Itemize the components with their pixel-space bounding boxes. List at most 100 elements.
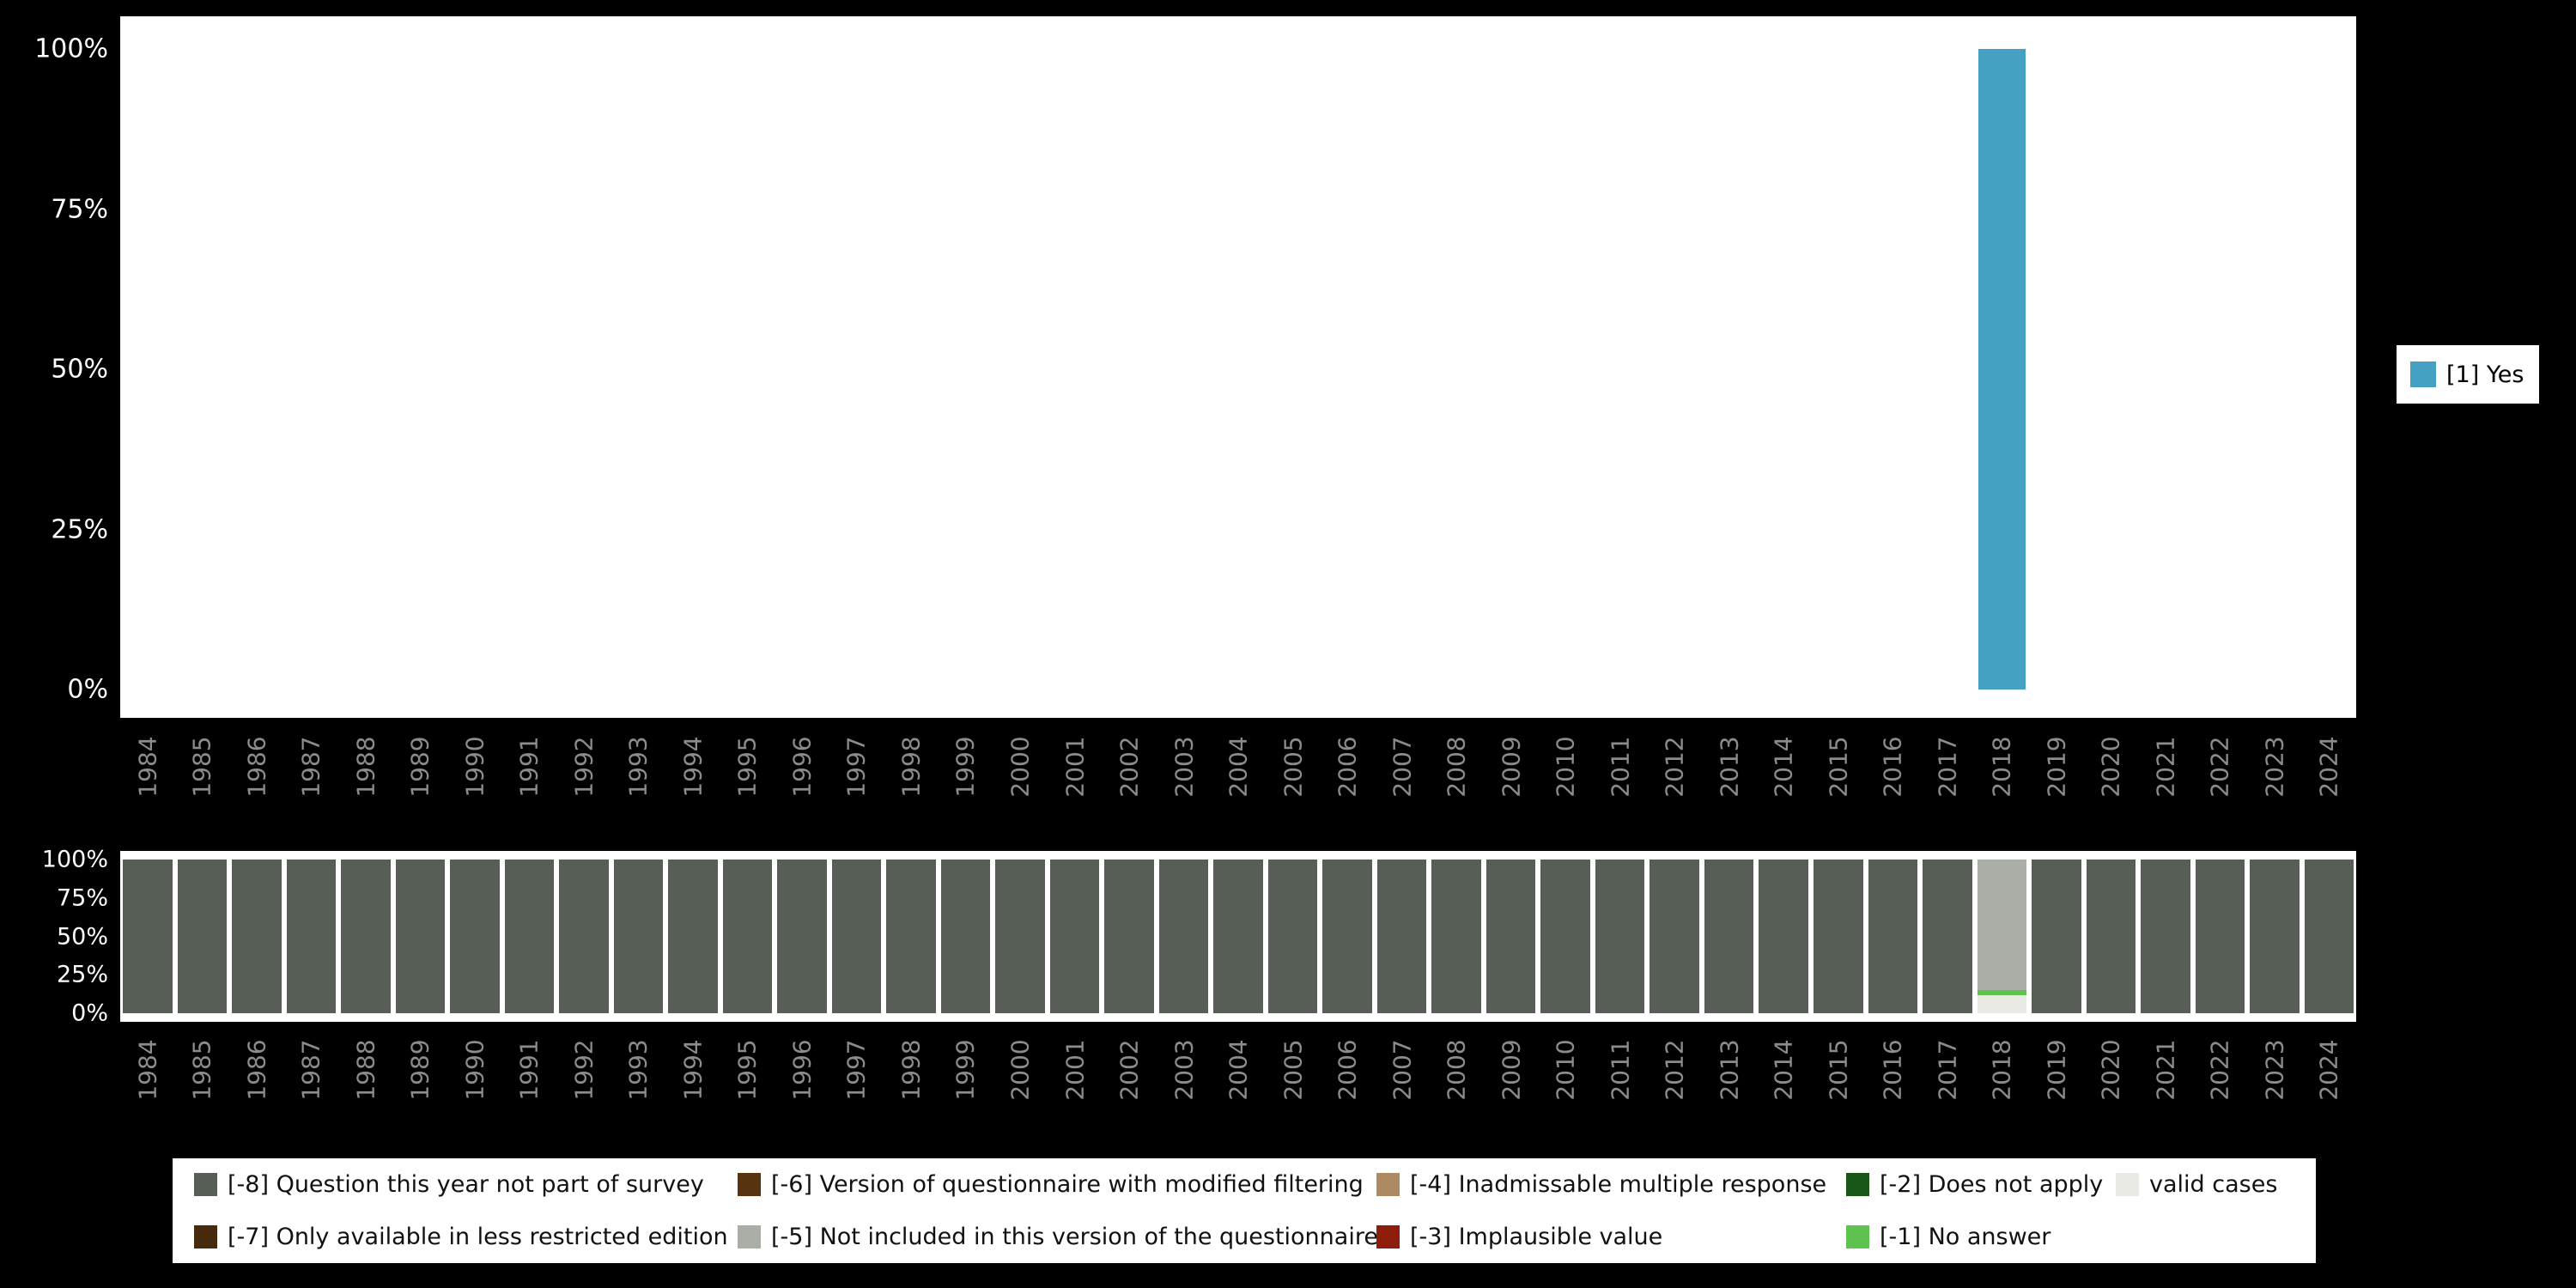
yes-series-swatch	[2410, 361, 2436, 387]
bar-column	[1702, 860, 1757, 1013]
y-tick-label: 75%	[56, 884, 108, 912]
bar-column	[502, 49, 557, 690]
x-tick-cell: 2012	[1647, 1029, 1702, 1111]
x-tick-label: 2018	[1987, 736, 2016, 798]
x-tick-cell: 2009	[1484, 1029, 1539, 1111]
missing-chart-y-axis: 100% 75% 50% 25% 0%	[0, 847, 108, 1027]
bar-column	[556, 860, 611, 1013]
x-tick-cell: 2000	[993, 1029, 1048, 1111]
x-tick-label: 2024	[2314, 736, 2343, 798]
x-tick-label: 2016	[1878, 736, 1907, 798]
bar-segment	[1213, 860, 1263, 1013]
bar-column	[611, 49, 666, 690]
bar-column	[939, 860, 993, 1013]
bar-column	[665, 860, 720, 1013]
bar-column	[884, 860, 939, 1013]
bar-column	[502, 860, 557, 1013]
bar-column	[1266, 49, 1321, 690]
x-tick-cell: 2015	[1811, 726, 1866, 808]
x-tick-cell: 1997	[829, 1029, 884, 1111]
x-tick-cell: 2007	[1375, 1029, 1430, 1111]
bar-segment	[1267, 860, 1318, 1013]
x-tick-cell: 2011	[1593, 1029, 1648, 1111]
legend-swatch	[738, 1173, 761, 1196]
x-tick-cell: 2004	[1211, 1029, 1266, 1111]
y-tick-label: 75%	[51, 194, 108, 224]
x-tick-label: 1987	[296, 1039, 325, 1101]
y-tick-label: 25%	[56, 961, 108, 988]
bar-segment	[504, 860, 555, 1013]
bar-segment	[1158, 860, 1209, 1013]
x-tick-cell: 1996	[775, 1029, 829, 1111]
bar-column	[1702, 49, 1757, 690]
bar-column	[1375, 49, 1430, 690]
x-tick-label: 2009	[1497, 1039, 1526, 1101]
bar-segment	[341, 860, 391, 1013]
legend-label: [-1] No answer	[1880, 1224, 2051, 1250]
x-tick-cell: 1994	[665, 726, 720, 808]
x-tick-cell: 1992	[556, 726, 611, 808]
x-tick-label: 2012	[1660, 1039, 1689, 1101]
top-chart-panel	[120, 16, 2356, 718]
bar-column	[1211, 49, 1266, 690]
bar-segment	[1322, 860, 1372, 1013]
bar-segment	[2141, 860, 2190, 1013]
missing-values-legend: [-8] Question this year not part of surv…	[173, 1158, 2316, 1263]
bar-column	[175, 49, 230, 690]
x-tick-cell: 1984	[120, 726, 175, 808]
x-tick-cell: 1984	[120, 1029, 175, 1111]
x-tick-cell: 2014	[1756, 1029, 1811, 1111]
y-tick-label: 0%	[71, 999, 108, 1027]
x-tick-cell: 1992	[556, 1029, 611, 1111]
legend-swatch	[738, 1225, 761, 1249]
legend-label: [-8] Question this year not part of surv…	[228, 1171, 704, 1198]
y-tick-label: 100%	[34, 33, 108, 64]
x-tick-cell: 2002	[1102, 726, 1157, 808]
bar-column	[1647, 49, 1702, 690]
bar-segment	[1104, 860, 1154, 1013]
x-tick-cell: 1988	[338, 726, 393, 808]
bar-column	[1102, 49, 1157, 690]
bar-column	[393, 860, 448, 1013]
x-tick-cell: 1986	[229, 726, 284, 808]
bar-column	[1811, 49, 1866, 690]
bar-segment	[886, 860, 936, 1013]
x-tick-label: 2018	[1987, 1039, 2016, 1101]
bar-column	[1320, 49, 1375, 690]
x-tick-label: 2006	[1333, 1039, 1362, 1101]
legend-label: [-7] Only available in less restricted e…	[228, 1224, 728, 1250]
bar-segment	[123, 860, 173, 1013]
x-tick-label: 2015	[1824, 1039, 1853, 1101]
x-tick-label: 2017	[1933, 736, 1962, 798]
bar-column	[720, 860, 775, 1013]
bar-column	[2138, 49, 2193, 690]
bar-column	[2247, 49, 2302, 690]
legend-item: [-3] Implausible value	[1355, 1224, 1825, 1250]
x-tick-label: 2008	[1442, 1039, 1471, 1101]
x-tick-label: 2014	[1769, 1039, 1798, 1101]
x-tick-label: 1991	[514, 736, 544, 798]
x-tick-label: 1993	[623, 1039, 653, 1101]
bar-segment	[2086, 860, 2136, 1013]
legend-item: [-6] Version of questionnaire with modif…	[716, 1171, 1364, 1198]
bar-column	[993, 49, 1048, 690]
x-tick-label: 2001	[1060, 1039, 1090, 1101]
x-tick-cell: 2010	[1538, 1029, 1593, 1111]
bar-column	[1102, 860, 1157, 1013]
bar-column	[447, 49, 502, 690]
bar-segment	[831, 860, 882, 1013]
x-tick-cell: 1990	[447, 726, 502, 808]
x-tick-cell: 1995	[720, 1029, 775, 1111]
x-tick-cell: 2004	[1211, 726, 1266, 808]
x-tick-cell: 1999	[939, 726, 993, 808]
x-tick-cell: 1993	[611, 1029, 666, 1111]
x-tick-cell: 2015	[1811, 1029, 1866, 1111]
x-tick-cell: 2013	[1702, 726, 1757, 808]
x-tick-label: 2004	[1224, 1039, 1253, 1101]
x-tick-cell: 2002	[1102, 1029, 1157, 1111]
bar-column	[1157, 49, 1212, 690]
x-tick-cell: 1994	[665, 1029, 720, 1111]
bar-column	[1593, 49, 1648, 690]
bar-column	[1211, 860, 1266, 1013]
bar-column	[1811, 860, 1866, 1013]
